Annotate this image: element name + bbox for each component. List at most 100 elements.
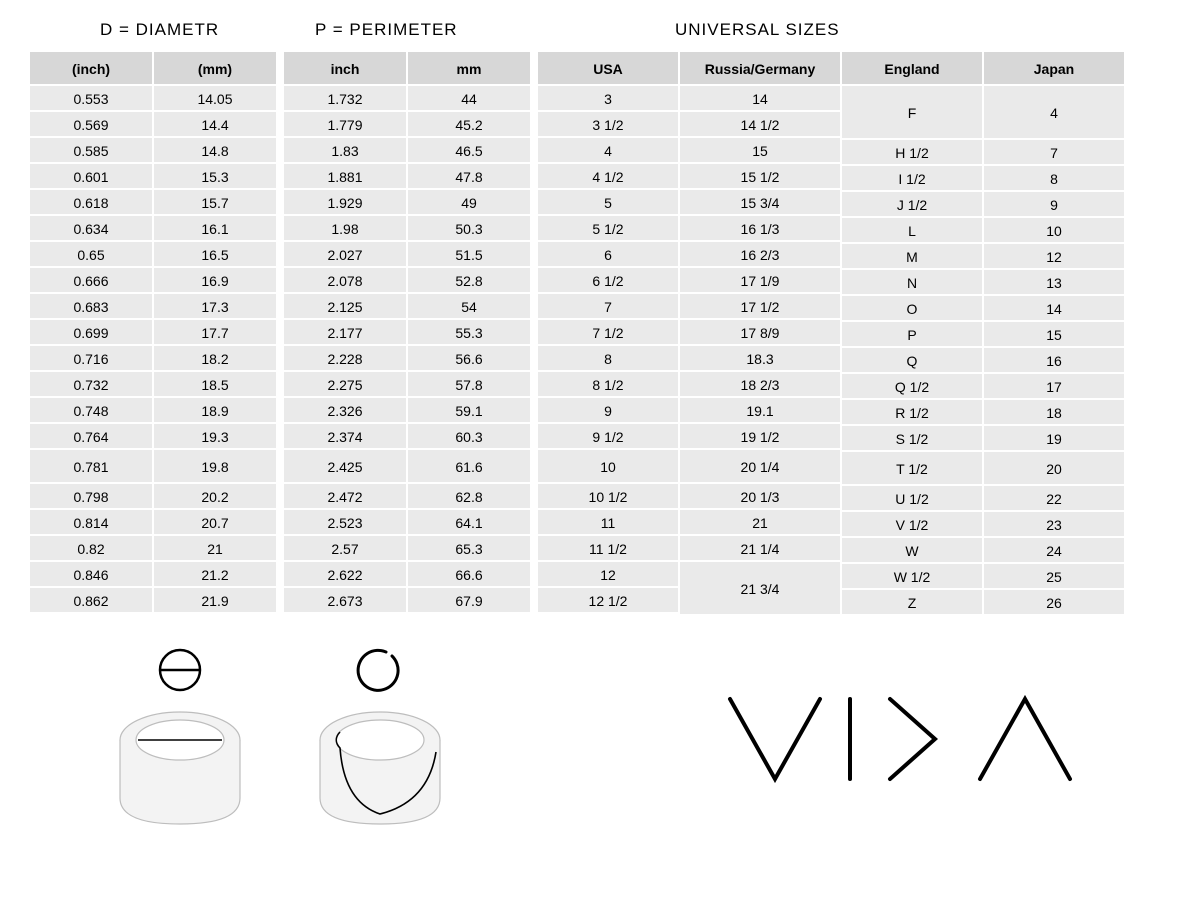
table-cell: 7	[984, 140, 1124, 166]
table-cell: R 1/2	[842, 400, 982, 426]
table-cell: 24	[984, 538, 1124, 564]
table-cell: 0.569	[30, 112, 152, 138]
table-cell: 49	[408, 190, 530, 216]
table-cell: 9	[984, 192, 1124, 218]
table-cell: 21 1/4	[680, 536, 840, 562]
table-cell: 16.9	[154, 268, 276, 294]
table-cell: 0.683	[30, 294, 152, 320]
table-cell: 18.9	[154, 398, 276, 424]
diameter-diagram	[110, 646, 250, 832]
table-cell: 11 1/2	[538, 536, 678, 562]
table-cell: V 1/2	[842, 512, 982, 538]
table-cell: 59.1	[408, 398, 530, 424]
table-cell: 14 1/2	[680, 112, 840, 138]
table-cell: 0.732	[30, 372, 152, 398]
table-cell: 19	[984, 426, 1124, 452]
perimeter-group: inch1.7321.7791.831.8811.9291.982.0272.0…	[284, 52, 530, 616]
table-cell: 7 1/2	[538, 320, 678, 346]
table-cell: 21	[154, 536, 276, 562]
table-cell: 1.779	[284, 112, 406, 138]
label-perimeter: P = PERIMETER	[275, 20, 535, 40]
table-cell: Q	[842, 348, 982, 374]
table-cell: 2.472	[284, 484, 406, 510]
table-cell: O	[842, 296, 982, 322]
header-eng: England	[842, 52, 982, 86]
table-cell: 21 3/4	[680, 562, 840, 616]
table-cell: 62.8	[408, 484, 530, 510]
table-cell: 0.601	[30, 164, 152, 190]
header-d-inch: (inch)	[30, 52, 152, 86]
table-cell: 14	[984, 296, 1124, 322]
table-cell: 1.929	[284, 190, 406, 216]
table-cell: 15	[984, 322, 1124, 348]
table-cell: 11	[538, 510, 678, 536]
table-cell: 19 1/2	[680, 424, 840, 450]
table-cell: 15.3	[154, 164, 276, 190]
perimeter-diagram	[310, 646, 450, 832]
table-cell: 17 8/9	[680, 320, 840, 346]
table-cell: 0.618	[30, 190, 152, 216]
bottom-section	[30, 616, 1170, 832]
table-cell: 21.2	[154, 562, 276, 588]
table-cell: 23	[984, 512, 1124, 538]
table-cell: 46.5	[408, 138, 530, 164]
table-cell: 18	[984, 400, 1124, 426]
table-cell: 15.7	[154, 190, 276, 216]
table-cell: 10 1/2	[538, 484, 678, 510]
table-cell: 0.781	[30, 450, 152, 484]
table-cell: 6 1/2	[538, 268, 678, 294]
header-usa: USA	[538, 52, 678, 86]
table-cell: 19.1	[680, 398, 840, 424]
table-cell: 2.228	[284, 346, 406, 372]
table-cell: 20.2	[154, 484, 276, 510]
table-cell: 67.9	[408, 588, 530, 614]
table-cell: 2.125	[284, 294, 406, 320]
table-cell: 0.585	[30, 138, 152, 164]
table-cell: L	[842, 218, 982, 244]
table-cell: 0.65	[30, 242, 152, 268]
table-cell: 2.326	[284, 398, 406, 424]
table-cell: 18 2/3	[680, 372, 840, 398]
table-cell: 20.7	[154, 510, 276, 536]
table-cell: 56.6	[408, 346, 530, 372]
table-cell: 2.027	[284, 242, 406, 268]
vika-logo-icon	[720, 684, 1080, 794]
vika-logo	[450, 684, 1170, 794]
table-cell: 9 1/2	[538, 424, 678, 450]
table-cell: 0.814	[30, 510, 152, 536]
table-cell: 17.3	[154, 294, 276, 320]
diameter-group: (inch)0.5530.5690.5850.6010.6180.6340.65…	[30, 52, 276, 616]
table-cell: 14.8	[154, 138, 276, 164]
header-p-inch: inch	[284, 52, 406, 86]
table-cell: 4	[984, 86, 1124, 140]
table-cell: 61.6	[408, 450, 530, 484]
table-cell: 2.078	[284, 268, 406, 294]
table-cell: 51.5	[408, 242, 530, 268]
table-cell: 52.8	[408, 268, 530, 294]
table-cell: 8 1/2	[538, 372, 678, 398]
universal-group: USA33 1/244 1/255 1/266 1/277 1/288 1/29…	[538, 52, 1124, 616]
header-jpn: Japan	[984, 52, 1124, 86]
table-cell: 20	[984, 452, 1124, 486]
table-cell: 12	[538, 562, 678, 588]
table-cell: 54	[408, 294, 530, 320]
table-cell: F	[842, 86, 982, 140]
table-cell: 0.764	[30, 424, 152, 450]
table-cell: 19.8	[154, 450, 276, 484]
table-cell: 14.4	[154, 112, 276, 138]
table-cell: 16	[984, 348, 1124, 374]
table-cell: 0.666	[30, 268, 152, 294]
table-cell: 16.5	[154, 242, 276, 268]
perimeter-symbol-icon	[356, 646, 404, 694]
table-cell: 65.3	[408, 536, 530, 562]
table-cell: I 1/2	[842, 166, 982, 192]
table-cell: U 1/2	[842, 486, 982, 512]
table-cell: 5	[538, 190, 678, 216]
table-cell: 15	[680, 138, 840, 164]
table-cell: 18.5	[154, 372, 276, 398]
table-cell: 13	[984, 270, 1124, 296]
table-cell: 10	[984, 218, 1124, 244]
table-cell: 9	[538, 398, 678, 424]
table-cell: 0.846	[30, 562, 152, 588]
table-cell: 15 3/4	[680, 190, 840, 216]
